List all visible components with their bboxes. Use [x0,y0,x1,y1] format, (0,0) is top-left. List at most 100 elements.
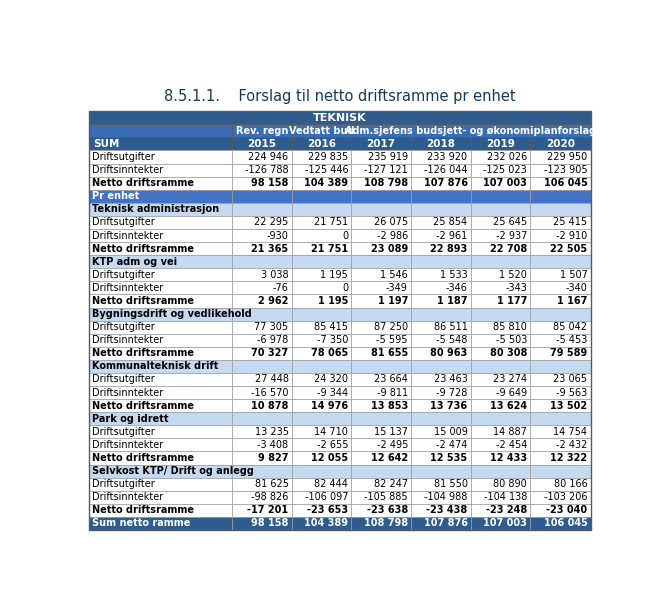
Text: 2016: 2016 [307,139,336,149]
Bar [530,412,591,425]
Bar [530,425,591,438]
Text: Driftsinntekter: Driftsinntekter [92,492,163,503]
Text: Netto driftsramme: Netto driftsramme [92,401,194,411]
Bar [471,438,530,452]
Bar [292,347,351,360]
Bar [292,425,351,438]
Bar [232,124,292,137]
Text: -7 350: -7 350 [317,335,348,345]
Bar [530,452,591,465]
Text: Driftsinntekter: Driftsinntekter [92,440,163,450]
Text: Driftsutgifter: Driftsutgifter [92,374,155,385]
Bar [471,164,530,177]
Text: 81 625: 81 625 [255,479,288,489]
Bar [530,386,591,399]
Text: 232 026: 232 026 [487,152,527,162]
Text: Driftsutgifter: Driftsutgifter [92,427,155,437]
Text: 1 167: 1 167 [557,296,587,306]
Bar [351,425,411,438]
Bar [471,360,530,373]
Text: 21 365: 21 365 [251,244,288,253]
Bar [292,307,351,320]
Text: Sum netto ramme: Sum netto ramme [92,519,190,528]
Bar [351,412,411,425]
Bar [351,320,411,334]
Bar [471,465,530,477]
Bar [411,137,471,150]
Text: 14 754: 14 754 [554,427,587,437]
Text: -23 040: -23 040 [546,506,587,515]
Bar [530,295,591,307]
Text: 23 274: 23 274 [493,374,527,385]
Text: 22 295: 22 295 [255,217,288,228]
Bar [351,386,411,399]
Text: TEKNISK: TEKNISK [313,113,367,123]
Text: 229 835: 229 835 [308,152,348,162]
Text: 108 798: 108 798 [364,519,408,528]
Bar [292,399,351,412]
Bar [292,320,351,334]
Bar [530,438,591,452]
Bar [351,477,411,491]
Text: 1 520: 1 520 [499,270,527,280]
Text: Driftsinntekter: Driftsinntekter [92,335,163,345]
Bar [232,373,292,386]
Bar [530,216,591,229]
Text: 106 045: 106 045 [544,178,587,188]
Bar [471,504,530,517]
Bar [471,399,530,412]
Bar [411,438,471,452]
Text: 22 708: 22 708 [490,244,527,253]
Bar [411,229,471,242]
Text: Netto driftsramme: Netto driftsramme [92,348,194,358]
Text: Adm.sjefens budsjett- og økonomiplanforslag: Adm.sjefens budsjett- og økonomiplanfors… [345,126,597,136]
Text: Netto driftsramme: Netto driftsramme [92,506,194,515]
Text: 85 415: 85 415 [314,322,348,332]
Bar [530,137,591,150]
Text: 25 415: 25 415 [554,217,587,228]
Bar [351,282,411,295]
Text: -125 446: -125 446 [304,165,348,175]
Bar [530,360,591,373]
Text: 23 089: 23 089 [371,244,408,253]
Text: 98 158: 98 158 [251,519,288,528]
Text: Bygningsdrift og vedlikehold: Bygningsdrift og vedlikehold [92,309,252,319]
Bar [351,373,411,386]
Text: 86 511: 86 511 [434,322,467,332]
Bar [351,150,411,164]
Bar [530,164,591,177]
Bar [471,229,530,242]
Bar [530,373,591,386]
Text: Driftsinntekter: Driftsinntekter [92,283,163,293]
Bar [530,307,591,320]
Bar [89,491,232,504]
Text: 108 798: 108 798 [364,178,408,188]
Bar [530,177,591,190]
Bar [411,386,471,399]
Bar [232,137,292,150]
Bar [411,452,471,465]
Bar [471,203,530,216]
Text: 25 854: 25 854 [434,217,467,228]
Text: 1 177: 1 177 [497,296,527,306]
Bar [471,334,530,347]
Bar [471,255,530,268]
Bar [351,255,411,268]
Bar [411,164,471,177]
Bar [232,360,292,373]
Bar [232,150,292,164]
Text: -2 961: -2 961 [436,231,467,241]
Text: Teknisk administrasjon: Teknisk administrasjon [92,204,219,214]
Text: KTP adm og vei: KTP adm og vei [92,257,177,267]
Text: 13 624: 13 624 [490,401,527,411]
Bar [530,255,591,268]
Text: -104 138: -104 138 [484,492,527,503]
Text: 12 322: 12 322 [550,453,587,463]
Bar [471,477,530,491]
Bar [232,334,292,347]
Bar [89,137,232,150]
Text: 22 505: 22 505 [550,244,587,253]
Text: 229 950: 229 950 [547,152,587,162]
Bar [411,373,471,386]
Text: 107 003: 107 003 [483,178,527,188]
